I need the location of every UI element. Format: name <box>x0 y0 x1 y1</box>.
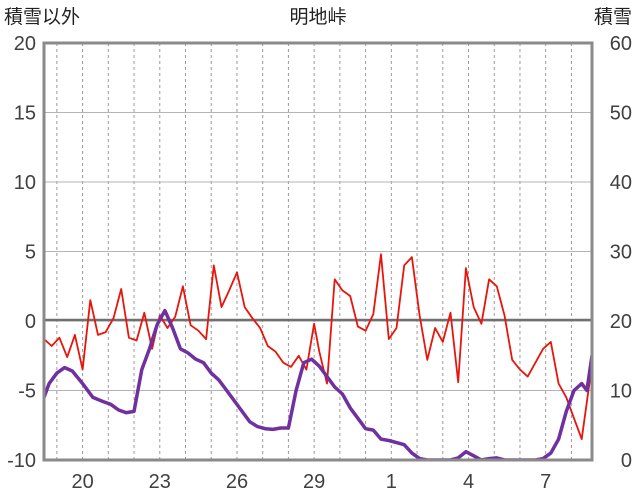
right-axis-ticks: 60 50 40 30 20 10 0 <box>610 33 632 472</box>
right-tick-label: 50 <box>610 103 632 125</box>
series-line-2 <box>44 308 592 460</box>
chart-title: 明地峠 <box>289 6 346 28</box>
x-tick-label: 23 <box>149 471 171 493</box>
right-tick-label: 30 <box>610 242 632 264</box>
right-tick-label: 20 <box>610 311 632 333</box>
x-tick-label: 4 <box>463 471 474 493</box>
right-axis-label: 積雪 <box>594 6 632 28</box>
x-axis-ticks: 20 23 26 29 1 4 7 <box>71 471 551 493</box>
x-tick-label: 20 <box>71 471 93 493</box>
right-tick-label: 60 <box>610 33 632 55</box>
right-tick-label: 10 <box>610 381 632 403</box>
right-tick-label: 0 <box>621 450 632 472</box>
x-tick-label: 26 <box>226 471 248 493</box>
x-tick-label: 29 <box>303 471 325 493</box>
left-tick-label: -5 <box>18 381 36 403</box>
left-axis-label: 積雪以外 <box>4 6 80 28</box>
left-tick-label: 15 <box>14 103 36 125</box>
left-tick-label: 5 <box>25 242 36 264</box>
left-tick-label: 0 <box>25 311 36 333</box>
x-tick-label: 1 <box>386 471 397 493</box>
left-tick-label: 10 <box>14 172 36 194</box>
left-axis-ticks: 20 15 10 5 0 -5 -10 <box>7 33 36 472</box>
series-layer <box>44 253 592 460</box>
x-tick-label: 7 <box>540 471 551 493</box>
left-tick-label: 20 <box>14 33 36 55</box>
series-line-1 <box>44 253 592 441</box>
right-tick-label: 40 <box>610 172 632 194</box>
left-tick-label: -10 <box>7 450 36 472</box>
plot-frame <box>42 41 594 462</box>
